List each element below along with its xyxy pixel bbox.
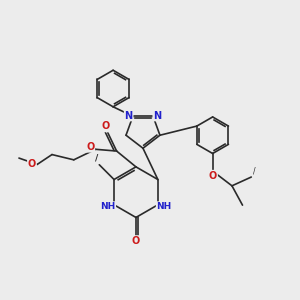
Text: O: O [132, 236, 140, 246]
Text: N: N [124, 111, 133, 121]
Text: N: N [153, 111, 161, 121]
Text: NH: NH [157, 202, 172, 211]
Text: O: O [28, 159, 36, 170]
Text: /: / [94, 154, 98, 163]
Text: O: O [209, 171, 217, 181]
Text: NH: NH [100, 202, 115, 211]
Text: O: O [86, 142, 94, 152]
Text: O: O [102, 122, 110, 131]
Text: /: / [253, 167, 255, 176]
